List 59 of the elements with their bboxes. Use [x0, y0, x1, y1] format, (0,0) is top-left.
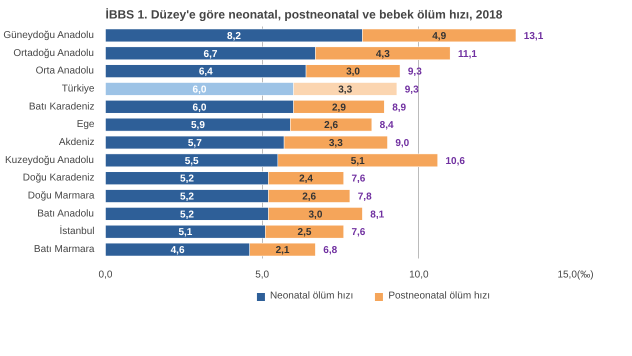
y-tick-label: Doğu Karadeniz [22, 172, 95, 184]
y-tick-label: Akdeniz [58, 137, 94, 148]
data-label: 3,3 [338, 84, 353, 96]
data-label: 5,5 [184, 156, 200, 167]
total-label: 8,4 [380, 120, 394, 132]
data-label: 3,3 [328, 138, 344, 149]
y-tick-label: İstanbul [59, 225, 95, 238]
data-label: 3,0 [346, 66, 360, 78]
legend-label: Neonatal ölüm hızı [270, 290, 354, 302]
data-label: 2,4 [299, 174, 314, 185]
data-label: 5,7 [188, 138, 202, 149]
x-tick-label: 0,0 [98, 270, 113, 280]
total-label: 7,6 [351, 227, 366, 238]
data-label: 3,0 [308, 209, 323, 220]
total-label: 8,9 [392, 102, 407, 114]
data-label: 2,6 [302, 192, 317, 203]
data-label: 5,2 [180, 174, 194, 185]
total-label: 8,1 [370, 209, 385, 220]
x-tick-label: 5,0 [255, 270, 270, 280]
total-label: 9,3 [404, 84, 420, 96]
total-label: 9,3 [408, 66, 422, 78]
y-tick-label: Kuzeydoğu Anadolu [4, 154, 94, 166]
y-tick-label: Batı Marmara [34, 244, 95, 256]
data-label: 5,2 [180, 209, 194, 220]
y-tick-label: Doğu Marmara [28, 190, 95, 202]
data-label: 5,1 [178, 227, 193, 238]
y-tick-label: Ortadoğu Anadolu [13, 48, 94, 59]
x-tick-label: 15,0(‰) [557, 270, 594, 280]
legend-label: Postneonatal ölüm hızı [388, 290, 490, 302]
total-label: 10,6 [445, 156, 466, 167]
y-tick-label: Güneydoğu Anadolu [3, 30, 94, 41]
total-label: 13,1 [524, 30, 544, 42]
data-label: 4,3 [376, 48, 390, 60]
data-label: 5,2 [180, 192, 194, 203]
data-label: 6,4 [198, 66, 214, 78]
data-label: 6,7 [204, 48, 218, 60]
total-label: 6,8 [323, 245, 338, 256]
total-label: 7,8 [358, 192, 372, 203]
y-tick-label: Batı Karadeniz [28, 101, 95, 112]
y-tick-label: Ege [76, 119, 95, 130]
total-label: 9,0 [395, 138, 410, 149]
data-label: 5,9 [190, 120, 206, 132]
data-label: 6,0 [192, 84, 207, 96]
y-tick-label: Batı Anadolu [37, 208, 94, 220]
total-label: 7,6 [351, 174, 366, 185]
x-tick-label: 10,0 [409, 270, 430, 280]
total-label: 11,1 [458, 48, 478, 60]
data-label: 2,1 [276, 245, 290, 256]
data-label: 2,9 [332, 102, 346, 114]
data-label: 4,6 [170, 245, 185, 256]
data-label: 8,2 [227, 30, 242, 42]
data-label: 4,9 [432, 30, 447, 42]
y-tick-label: Orta Anadolu [36, 66, 94, 77]
data-label: 5,1 [350, 156, 366, 167]
data-label: 2,5 [298, 227, 312, 238]
data-label: 6,0 [192, 102, 207, 114]
data-label: 2,6 [324, 120, 338, 132]
chart-title: İBBS 1. Düzey'e göre neonatal, postneonatal ve bebek ölüm hızı, 2018 [106, 8, 503, 22]
y-tick-label: Türkiye [62, 83, 95, 94]
